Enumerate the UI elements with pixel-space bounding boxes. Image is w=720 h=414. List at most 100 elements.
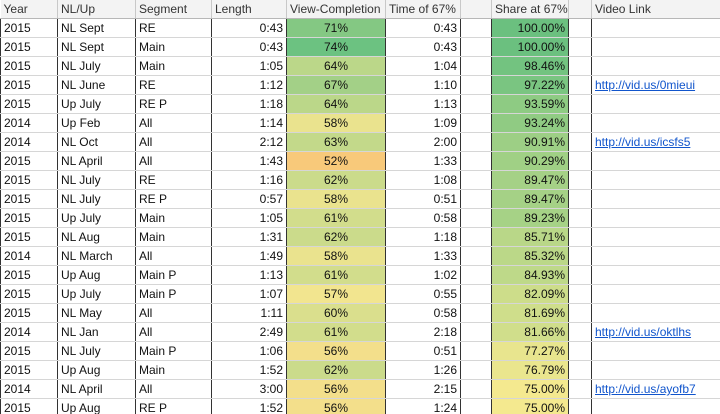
cell-time-67[interactable]: 1:09 [385,113,461,133]
cell-time-67[interactable]: 2:18 [385,322,461,342]
cell-length[interactable]: 1:16 [211,170,287,190]
cell-view-completion[interactable]: 58% [286,246,386,266]
cell-blank[interactable] [460,360,492,380]
cell-view-completion[interactable]: 71% [286,18,386,38]
cell-blank[interactable] [460,284,492,304]
cell-length[interactable]: 0:57 [211,189,287,209]
cell-year[interactable]: 2015 [0,208,58,228]
cell-blank[interactable] [460,227,492,247]
cell-view-completion[interactable]: 57% [286,284,386,304]
cell-year[interactable]: 2015 [0,227,58,247]
cell-time-67[interactable]: 1:08 [385,170,461,190]
cell-nl-up[interactable]: NL Jan [57,322,136,342]
header-nl-up[interactable]: NL/Up [57,0,136,19]
header-year[interactable]: Year [0,0,58,19]
cell-segment[interactable]: Main [135,37,212,57]
cell-video-link[interactable] [591,246,720,266]
cell-share-67[interactable]: 81.69% [491,303,569,323]
cell-video-link[interactable] [591,18,720,38]
cell-video-link[interactable] [591,265,720,285]
cell-year[interactable]: 2015 [0,284,58,304]
cell-video-link[interactable] [591,303,720,323]
cell-blank[interactable] [460,94,492,114]
cell-spacer[interactable] [568,189,592,209]
cell-length[interactable]: 1:12 [211,75,287,95]
cell-time-67[interactable]: 1:10 [385,75,461,95]
header-spacer[interactable] [568,0,592,19]
cell-spacer[interactable] [568,265,592,285]
cell-share-67[interactable]: 75.00% [491,379,569,399]
cell-time-67[interactable]: 0:55 [385,284,461,304]
cell-nl-up[interactable]: NL Sept [57,18,136,38]
cell-year[interactable]: 2015 [0,341,58,361]
cell-year[interactable]: 2015 [0,265,58,285]
cell-share-67[interactable]: 98.46% [491,56,569,76]
cell-video-link[interactable] [591,360,720,380]
cell-nl-up[interactable]: NL May [57,303,136,323]
cell-year[interactable]: 2015 [0,151,58,171]
cell-spacer[interactable] [568,227,592,247]
cell-time-67[interactable]: 0:43 [385,37,461,57]
cell-length[interactable]: 1:52 [211,398,287,414]
cell-segment[interactable]: All [135,151,212,171]
cell-length[interactable]: 1:52 [211,360,287,380]
cell-segment[interactable]: All [135,113,212,133]
cell-segment[interactable]: Main [135,208,212,228]
cell-segment[interactable]: RE P [135,94,212,114]
cell-blank[interactable] [460,208,492,228]
cell-time-67[interactable]: 0:51 [385,341,461,361]
cell-view-completion[interactable]: 62% [286,170,386,190]
cell-nl-up[interactable]: NL July [57,189,136,209]
cell-nl-up[interactable]: NL April [57,151,136,171]
cell-year[interactable]: 2014 [0,246,58,266]
cell-spacer[interactable] [568,37,592,57]
cell-video-link[interactable] [591,170,720,190]
cell-year[interactable]: 2015 [0,303,58,323]
cell-share-67[interactable]: 85.71% [491,227,569,247]
cell-segment[interactable]: Main [135,227,212,247]
cell-time-67[interactable]: 1:24 [385,398,461,414]
cell-share-67[interactable]: 93.59% [491,94,569,114]
cell-nl-up[interactable]: NL July [57,56,136,76]
cell-segment[interactable]: Main [135,56,212,76]
cell-share-67[interactable]: 100.00% [491,37,569,57]
cell-spacer[interactable] [568,360,592,380]
cell-view-completion[interactable]: 64% [286,56,386,76]
cell-length[interactable]: 1:07 [211,284,287,304]
cell-length[interactable]: 1:43 [211,151,287,171]
cell-share-67[interactable]: 85.32% [491,246,569,266]
cell-length[interactable]: 1:14 [211,113,287,133]
cell-time-67[interactable]: 1:13 [385,94,461,114]
cell-spacer[interactable] [568,208,592,228]
cell-segment[interactable]: Main [135,360,212,380]
cell-blank[interactable] [460,113,492,133]
cell-blank[interactable] [460,132,492,152]
cell-year[interactable]: 2015 [0,360,58,380]
header-segment[interactable]: Segment [135,0,212,19]
cell-spacer[interactable] [568,398,592,414]
cell-nl-up[interactable]: NL Aug [57,227,136,247]
cell-time-67[interactable]: 1:33 [385,151,461,171]
cell-segment[interactable]: RE P [135,189,212,209]
cell-blank[interactable] [460,189,492,209]
cell-length[interactable]: 2:12 [211,132,287,152]
cell-nl-up[interactable]: NL Sept [57,37,136,57]
cell-spacer[interactable] [568,75,592,95]
cell-segment[interactable]: RE P [135,398,212,414]
cell-year[interactable]: 2014 [0,132,58,152]
cell-year[interactable]: 2015 [0,18,58,38]
cell-year[interactable]: 2014 [0,379,58,399]
cell-time-67[interactable]: 2:00 [385,132,461,152]
cell-spacer[interactable] [568,170,592,190]
cell-length[interactable]: 0:43 [211,18,287,38]
cell-time-67[interactable]: 0:51 [385,189,461,209]
cell-view-completion[interactable]: 62% [286,360,386,380]
cell-year[interactable]: 2015 [0,37,58,57]
cell-year[interactable]: 2015 [0,94,58,114]
cell-view-completion[interactable]: 67% [286,75,386,95]
cell-year[interactable]: 2015 [0,189,58,209]
cell-segment[interactable]: All [135,379,212,399]
cell-share-67[interactable]: 84.93% [491,265,569,285]
cell-length[interactable]: 1:13 [211,265,287,285]
cell-blank[interactable] [460,151,492,171]
